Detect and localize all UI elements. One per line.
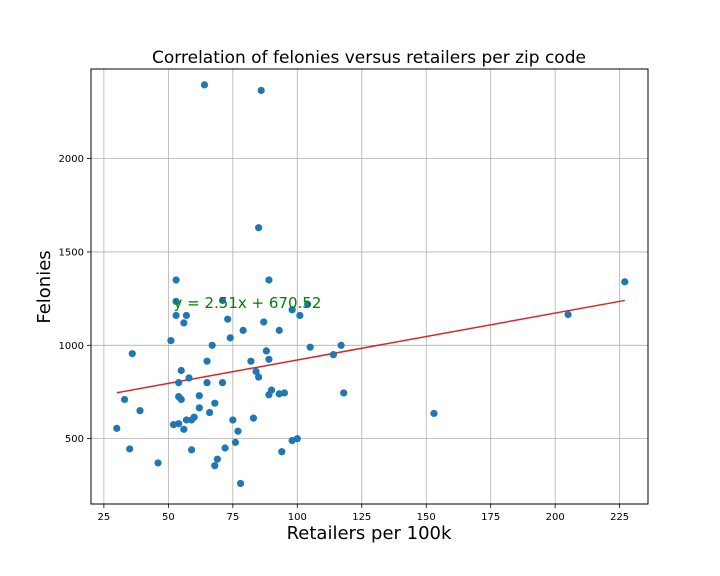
grid-lines xyxy=(91,69,648,504)
x-tick-label: 75 xyxy=(226,512,239,523)
x-axis-label: Retailers per 100k xyxy=(287,523,452,544)
data-point xyxy=(337,341,345,349)
data-point xyxy=(252,367,260,376)
data-point xyxy=(278,448,286,456)
data-point xyxy=(175,420,183,428)
data-point xyxy=(195,392,203,400)
data-point xyxy=(265,276,273,284)
data-point xyxy=(234,427,242,435)
data-point xyxy=(260,318,268,326)
data-point xyxy=(213,455,221,463)
data-point xyxy=(329,351,337,359)
data-point xyxy=(236,479,245,488)
data-point xyxy=(564,310,572,319)
data-point xyxy=(229,416,237,424)
y-tick-label: 2000 xyxy=(59,154,84,165)
data-point xyxy=(206,408,214,417)
data-point xyxy=(257,86,265,95)
data-point xyxy=(249,414,258,422)
chart-title: Correlation of felonies versus retailers… xyxy=(152,48,586,68)
x-tick-label: 50 xyxy=(162,512,175,523)
y-axis-label: Felonies xyxy=(34,250,55,323)
data-point xyxy=(167,337,175,345)
data-point xyxy=(175,379,183,387)
data-point xyxy=(182,416,191,424)
data-point xyxy=(280,389,289,397)
y-tick-label: 1000 xyxy=(59,341,84,352)
data-point xyxy=(211,399,219,407)
y-tick-label: 500 xyxy=(65,434,84,445)
data-point xyxy=(275,326,283,334)
data-point xyxy=(255,224,263,232)
data-point xyxy=(185,374,193,382)
data-point xyxy=(190,413,198,421)
data-point xyxy=(224,315,232,323)
data-point xyxy=(288,306,296,314)
x-tick-label: 225 xyxy=(610,512,629,523)
data-point xyxy=(231,438,240,446)
data-point xyxy=(126,445,134,453)
y-tick-label: 1500 xyxy=(59,247,84,258)
data-point xyxy=(255,373,263,381)
x-tick-label: 125 xyxy=(352,512,371,523)
x-axis-ticks: 25 50 75 100 125 150 175 200 225 xyxy=(98,504,629,523)
regression-equation: y = 2.51x + 670.52 xyxy=(174,294,322,312)
x-tick-label: 200 xyxy=(546,512,565,523)
x-tick-label: 150 xyxy=(417,512,436,523)
data-point xyxy=(239,326,247,334)
x-tick-label: 175 xyxy=(481,512,500,523)
data-point xyxy=(195,404,203,412)
data-point xyxy=(120,395,129,404)
data-point xyxy=(177,366,185,375)
data-point xyxy=(293,435,301,443)
data-point xyxy=(218,379,227,387)
data-point xyxy=(203,379,211,387)
trendline-group xyxy=(116,299,625,394)
data-point xyxy=(113,424,121,432)
data-point xyxy=(340,389,348,397)
data-point xyxy=(180,425,188,433)
x-tick-label: 25 xyxy=(98,512,111,523)
data-point xyxy=(226,334,234,342)
data-point xyxy=(296,311,304,320)
data-point xyxy=(154,459,162,467)
data-point xyxy=(430,409,438,418)
data-point xyxy=(262,347,270,355)
scatter-points xyxy=(113,81,629,488)
data-point xyxy=(180,319,188,327)
data-point xyxy=(187,446,196,454)
x-tick-label: 100 xyxy=(288,512,307,523)
data-point xyxy=(182,311,191,320)
data-point xyxy=(267,386,276,394)
data-point xyxy=(200,81,209,89)
data-point xyxy=(265,355,273,363)
data-point xyxy=(304,300,312,308)
data-point xyxy=(218,296,227,305)
data-point xyxy=(172,297,180,306)
data-point xyxy=(221,444,229,452)
plot-frame xyxy=(90,68,649,505)
data-point xyxy=(136,407,144,415)
data-point xyxy=(172,311,180,320)
data-point xyxy=(172,276,180,284)
data-point xyxy=(306,343,314,351)
data-point xyxy=(177,395,185,404)
data-point xyxy=(208,341,216,349)
data-point xyxy=(621,278,629,286)
y-axis-ticks: 500 1000 1500 2000 xyxy=(59,154,91,445)
data-point xyxy=(128,350,136,358)
data-point xyxy=(247,357,255,365)
data-point xyxy=(211,462,219,470)
trendline xyxy=(116,299,625,394)
data-point xyxy=(203,357,211,365)
